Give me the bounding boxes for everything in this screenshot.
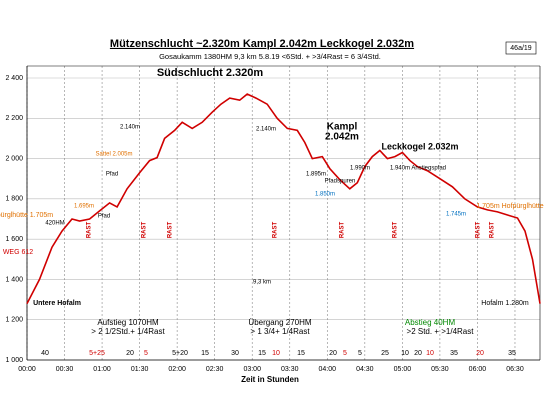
segment-label: 40 [41, 350, 49, 357]
x-tick-label: 05:30 [431, 366, 449, 373]
page-label: 46a/19 [510, 45, 532, 52]
annotation: 1.705m Hofpürglhütte [476, 203, 543, 210]
annotation: Hofalm 1.280m [481, 300, 529, 307]
y-tick-label: 2 000 [5, 155, 23, 162]
annotation: 1.695m [74, 204, 94, 210]
segment-label: 15 [258, 350, 266, 357]
annotation: Pfadspuren [325, 179, 356, 185]
rast-label: RAST [340, 222, 346, 239]
annotation: 1.895m [306, 172, 326, 178]
y-tick-label: 1 400 [5, 276, 23, 283]
segment-label: 10 [426, 350, 434, 357]
rast-label: RAST [476, 222, 482, 239]
annotation: 2.140m [120, 125, 140, 131]
annotation: Abstieg 40HM [405, 318, 456, 327]
y-tick-label: 1 200 [5, 317, 23, 324]
x-tick-label: 04:00 [319, 366, 337, 373]
annotation: WEG 612 [3, 249, 33, 256]
annotation: > 2 1/2Std.+ 1/4Rast [91, 327, 165, 336]
annotation: 1.850m [315, 192, 335, 198]
annotation: Untere Hofalm [33, 300, 81, 307]
segment-label: 5 [144, 350, 148, 357]
x-tick-label: 02:00 [168, 366, 186, 373]
segment-label: 25 [381, 350, 389, 357]
x-axis-label: Zeit in Stunden [241, 375, 299, 384]
page-label-box [505, 41, 537, 55]
segment-label: 5 [343, 350, 347, 357]
annotation: Pfad [98, 214, 110, 220]
rast-label: RAST [273, 222, 279, 239]
segment-label: 35 [450, 350, 458, 357]
segment-label: 30 [231, 350, 239, 357]
segment-label: 15 [297, 350, 305, 357]
y-tick-label: 2 400 [5, 75, 23, 82]
x-tick-label: 02:30 [206, 366, 224, 373]
segment-label: 5 [358, 350, 362, 357]
x-tick-label: 03:30 [281, 366, 299, 373]
segment-label: 15 [201, 350, 209, 357]
x-tick-label: 00:30 [56, 366, 74, 373]
annotation: Kampl [327, 122, 358, 133]
annotation: Pfad [106, 172, 118, 178]
chart-title: Mützenschlucht ~2.320m Kampl 2.042m Leck… [110, 38, 414, 50]
segment-label: 35 [508, 350, 516, 357]
annotation: Sattel 2.005m [95, 152, 132, 158]
x-tick-label: 01:30 [131, 366, 149, 373]
annotation: Südschlucht 2.320m [157, 67, 264, 79]
annotation: 1.940m Anstiegspfad [390, 166, 446, 172]
annotation: 1.990m [350, 166, 370, 172]
segment-label: 10 [272, 350, 280, 357]
annotation: ofpürglhütte 1.705m [0, 212, 53, 219]
annotation: Übergang 270HM [248, 318, 311, 327]
y-tick-label: 1 800 [5, 196, 23, 203]
rast-label: RAST [393, 222, 399, 239]
rast-label: RAST [142, 222, 148, 239]
annotation: > 1 3/4+ 1/4Rast [250, 327, 310, 336]
y-tick-label: 2 200 [5, 115, 23, 122]
segment-label: 10 [401, 350, 409, 357]
annotation: 420HM [45, 221, 64, 227]
x-tick-label: 04:30 [356, 366, 374, 373]
profile-line [26, 93, 541, 304]
segment-label: 20 [414, 350, 422, 357]
segment-label: 20 [476, 350, 484, 357]
y-tick-label: 1 600 [5, 236, 23, 243]
rast-label: RAST [87, 222, 93, 239]
segment-label: 20 [329, 350, 337, 357]
segment-label: 20 [126, 350, 134, 357]
segment-label: 5+25 [89, 350, 105, 357]
rast-label: RAST [168, 222, 174, 239]
x-tick-label: 00:00 [18, 366, 36, 373]
rast-label: RAST [490, 222, 496, 239]
annotation: Leckkogel 2.032m [381, 141, 458, 151]
x-tick-label: 03:00 [243, 366, 261, 373]
annotation: 2.140m [256, 127, 276, 133]
annotation: 2.042m [325, 132, 359, 143]
y-tick-label: 1 000 [5, 357, 23, 364]
x-tick-label: 06:30 [506, 366, 524, 373]
x-tick-label: 06:00 [469, 366, 487, 373]
x-tick-label: 01:00 [93, 366, 111, 373]
annotation: Aufstieg 1070HM [97, 318, 159, 327]
segment-label: 5+20 [172, 350, 188, 357]
x-tick-label: 05:00 [394, 366, 412, 373]
annotation: 9,3 km [253, 280, 271, 286]
annotation: 1.745m [446, 212, 466, 218]
annotation: >2 Std. + >1/4Rast [407, 327, 475, 336]
chart-subtitle: Gosaukamm 1380HM 9,3 km 5.8.19 <6Std. + … [159, 52, 381, 61]
